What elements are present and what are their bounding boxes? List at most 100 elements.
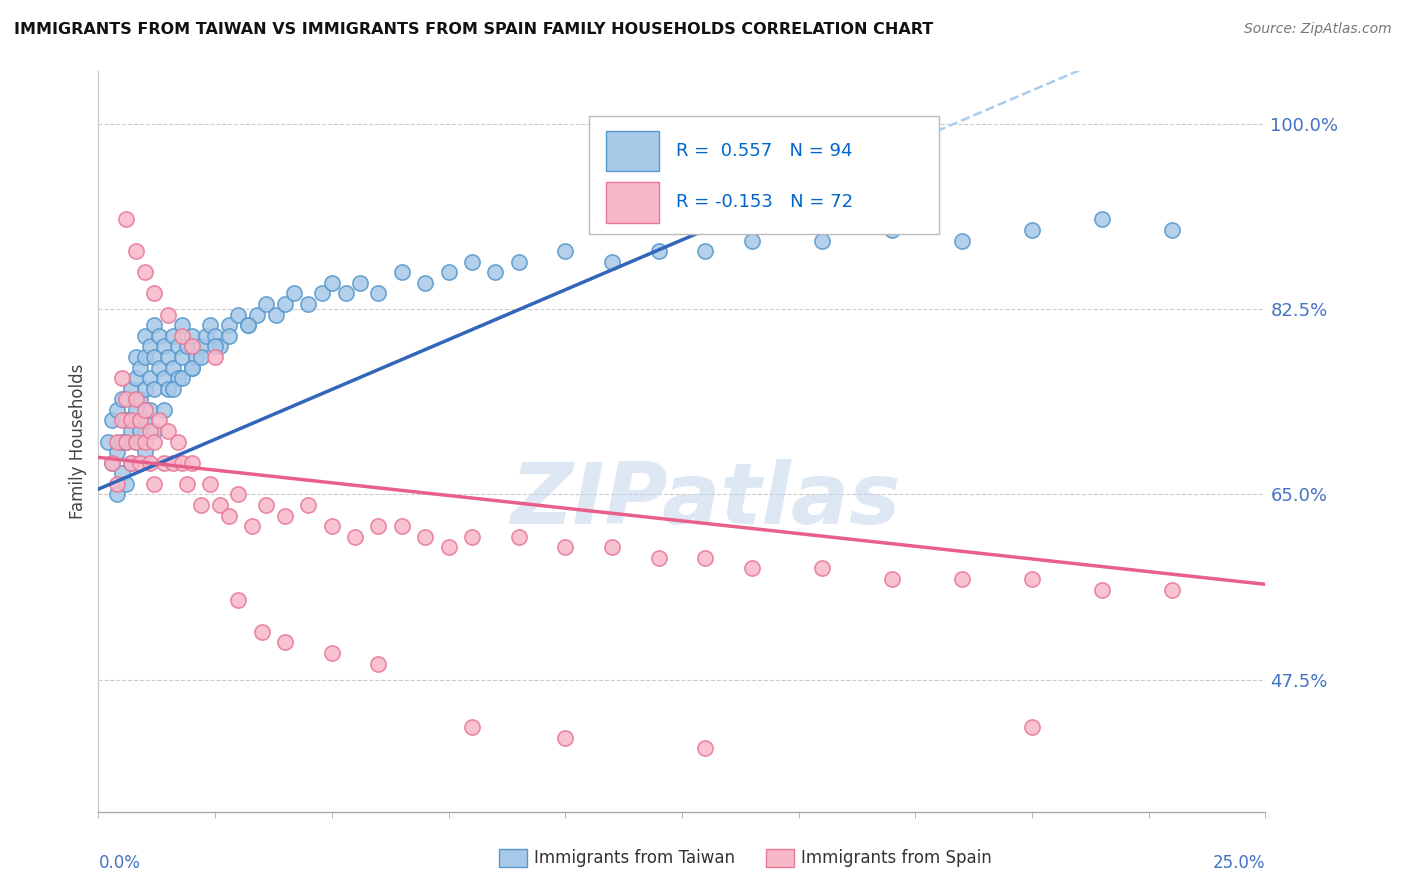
Point <box>97 434 120 449</box>
Point <box>228 487 250 501</box>
Point <box>367 286 389 301</box>
Point <box>437 541 460 555</box>
Point <box>143 318 166 333</box>
Point <box>134 350 156 364</box>
Point <box>367 657 389 671</box>
Text: Source: ZipAtlas.com: Source: ZipAtlas.com <box>1244 22 1392 37</box>
Point <box>148 360 170 375</box>
Point <box>115 476 138 491</box>
Point <box>148 413 170 427</box>
Point <box>172 371 194 385</box>
Point <box>125 350 148 364</box>
Point <box>1091 212 1114 227</box>
Point <box>695 244 717 259</box>
Point <box>157 308 180 322</box>
Y-axis label: Family Households: Family Households <box>69 364 87 519</box>
Point <box>647 550 669 565</box>
Text: 25.0%: 25.0% <box>1213 854 1265 872</box>
Point <box>349 276 371 290</box>
Point <box>129 424 152 438</box>
Text: Immigrants from Taiwan: Immigrants from Taiwan <box>534 849 735 867</box>
Point <box>115 392 138 407</box>
Point <box>115 212 138 227</box>
Point <box>143 382 166 396</box>
Point <box>413 276 436 290</box>
Point <box>190 339 212 353</box>
Point <box>297 297 319 311</box>
Point <box>105 487 128 501</box>
Point <box>143 350 166 364</box>
Point <box>274 508 297 523</box>
Point <box>695 741 717 756</box>
Point <box>236 318 259 333</box>
Point <box>695 550 717 565</box>
Point <box>344 530 367 544</box>
Point <box>1091 582 1114 597</box>
Point <box>880 223 903 237</box>
Point <box>218 328 240 343</box>
Point <box>139 339 162 353</box>
Point <box>115 434 138 449</box>
Point <box>321 276 343 290</box>
Point <box>204 328 226 343</box>
Point <box>321 519 343 533</box>
Point <box>139 402 162 417</box>
Point <box>274 297 297 311</box>
Point <box>157 382 180 396</box>
Point <box>172 350 194 364</box>
Point <box>811 234 834 248</box>
Point <box>162 456 184 470</box>
Point <box>148 328 170 343</box>
Point <box>134 382 156 396</box>
Point <box>129 413 152 427</box>
Point <box>152 456 174 470</box>
Point <box>120 456 142 470</box>
Point <box>950 572 973 586</box>
Point <box>180 339 202 353</box>
Point <box>391 265 413 279</box>
Point <box>111 413 134 427</box>
Point <box>105 434 128 449</box>
Point <box>125 402 148 417</box>
Point <box>120 456 142 470</box>
Text: ZIPatlas: ZIPatlas <box>510 459 900 542</box>
Point <box>172 318 194 333</box>
Point <box>152 371 174 385</box>
Point <box>204 339 226 353</box>
Point <box>101 456 124 470</box>
Point <box>200 318 222 333</box>
Point <box>413 530 436 544</box>
Point <box>120 382 142 396</box>
Point <box>204 350 226 364</box>
Point <box>311 286 333 301</box>
Point <box>134 434 156 449</box>
Point <box>134 328 156 343</box>
Point <box>129 360 152 375</box>
Point <box>741 561 763 575</box>
Point <box>647 244 669 259</box>
Text: R = -0.153   N = 72: R = -0.153 N = 72 <box>676 194 853 211</box>
Point <box>152 339 174 353</box>
Point <box>600 541 623 555</box>
Point <box>180 360 202 375</box>
Point <box>172 456 194 470</box>
Point <box>264 308 287 322</box>
Point <box>194 328 217 343</box>
Point <box>811 561 834 575</box>
Point <box>461 720 484 734</box>
Point <box>115 413 138 427</box>
Point <box>157 350 180 364</box>
Point <box>283 286 305 301</box>
Bar <box>606 130 658 171</box>
Point <box>484 265 506 279</box>
Point <box>139 424 162 438</box>
Point <box>105 402 128 417</box>
Point <box>120 424 142 438</box>
Point <box>297 498 319 512</box>
Point <box>125 434 148 449</box>
Point <box>129 392 152 407</box>
Point <box>134 265 156 279</box>
Text: R =  0.557   N = 94: R = 0.557 N = 94 <box>676 142 852 160</box>
Point <box>461 254 484 268</box>
Point <box>172 328 194 343</box>
